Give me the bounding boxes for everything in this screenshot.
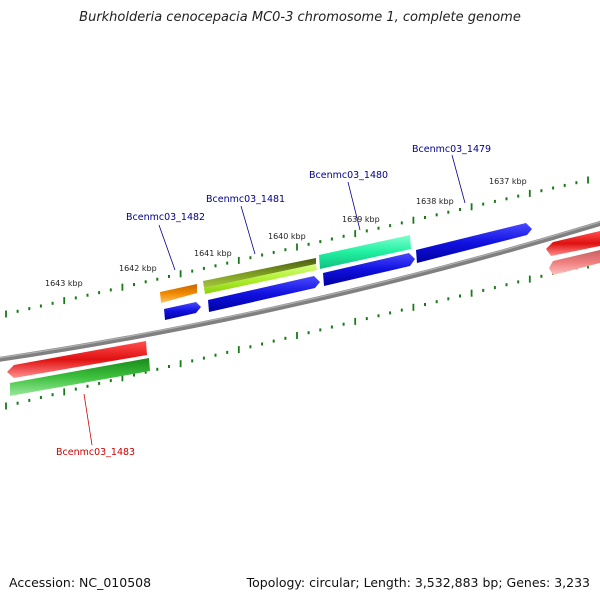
- gene-label-bcenmc03-1483[interactable]: Bcenmc03_1483: [56, 447, 135, 458]
- leader-line-1480: [347, 181, 361, 231]
- cds-arrow-2[interactable]: [208, 276, 320, 312]
- feature-track-inner: [164, 223, 532, 320]
- kbp-label-1643: 1643 kbp: [45, 279, 83, 288]
- kbp-label-1639: 1639 kbp: [342, 215, 380, 224]
- kbp-label-1640: 1640 kbp: [268, 232, 306, 241]
- gene-label-bcenmc03-1481[interactable]: Bcenmc03_1481: [206, 194, 285, 205]
- kbp-label-1637: 1637 kbp: [489, 177, 527, 186]
- kbp-label-1638: 1638 kbp: [416, 197, 454, 206]
- accession-label: Accession: NC_010508: [9, 575, 152, 590]
- feature-arrow-bcenmc03-1482[interactable]: [160, 284, 197, 303]
- cds-arrow-1[interactable]: [164, 302, 201, 320]
- gene-label-bcenmc03-1480[interactable]: Bcenmc03_1480: [309, 170, 388, 181]
- gene-label-bcenmc03-1479[interactable]: Bcenmc03_1479: [412, 144, 491, 155]
- gene-leader-lines: [83, 154, 466, 446]
- outer-tick-row: [5, 176, 589, 318]
- leader-line-1481: [240, 205, 256, 255]
- kbp-scale-labels: 1643 kbp 1642 kbp 1641 kbp 1640 kbp 1639…: [45, 177, 527, 288]
- chromosome-backbone-highlight: [0, 221, 600, 359]
- feature-track-outer: [7, 231, 600, 396]
- feature-arrow-bcenmc03-1481-dark[interactable]: [203, 258, 316, 288]
- genome-stats-label: Topology: circular; Length: 3,532,883 bp…: [246, 575, 590, 590]
- feature-arrow-bcenmc03-1481-light[interactable]: [204, 264, 317, 294]
- feature-arrow-bcenmc03-1483-green[interactable]: [10, 358, 150, 396]
- leader-line-1483: [83, 393, 93, 446]
- cds-arrow-3[interactable]: [323, 253, 415, 286]
- gene-label-bcenmc03-1482[interactable]: Bcenmc03_1482: [126, 212, 205, 223]
- chromosome-backbone: [0, 220, 600, 362]
- kbp-label-1642: 1642 kbp: [119, 264, 157, 273]
- kbp-label-1641: 1641 kbp: [194, 249, 232, 258]
- gene-labels: Bcenmc03_1482 Bcenmc03_1481 Bcenmc03_148…: [56, 144, 491, 458]
- feature-arrow-bcenmc03-1483-red[interactable]: [7, 341, 147, 378]
- leader-line-1482: [158, 224, 176, 271]
- leader-line-1479: [451, 154, 466, 204]
- map-title: Burkholderia cenocepacia MC0-3 chromosom…: [79, 10, 521, 25]
- feature-arrow-bcenmc03-1480[interactable]: [319, 235, 411, 269]
- cds-arrow-4[interactable]: [416, 223, 532, 263]
- feature-arrow-right-red[interactable]: [546, 231, 600, 256]
- feature-arrow-right-salmon[interactable]: [549, 250, 600, 275]
